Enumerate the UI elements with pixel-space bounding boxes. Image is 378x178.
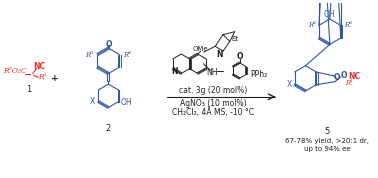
Text: N: N — [216, 49, 222, 59]
Text: 67-78% yield, >20:1 dr,: 67-78% yield, >20:1 dr, — [285, 138, 369, 144]
Text: Et: Et — [232, 36, 239, 43]
Text: 1: 1 — [26, 85, 31, 95]
Text: NH: NH — [206, 68, 218, 77]
Text: R¹: R¹ — [345, 79, 353, 87]
Text: R²O₂C: R²O₂C — [3, 67, 27, 75]
Text: +: + — [51, 74, 59, 83]
Text: OH: OH — [121, 98, 132, 107]
Text: OH: OH — [324, 10, 336, 19]
Text: PPh₂: PPh₂ — [250, 70, 267, 79]
Text: R¹: R¹ — [38, 73, 47, 81]
Text: R³: R³ — [85, 51, 94, 59]
Text: cat. 3g (20 mol%): cat. 3g (20 mol%) — [179, 87, 248, 95]
Text: AgNO₃ (10 mol%): AgNO₃ (10 mol%) — [180, 99, 246, 108]
Text: NC: NC — [33, 62, 45, 71]
Text: R⁴: R⁴ — [344, 21, 352, 29]
Text: CH₂Cl₂, 4Å MS, -10 °C: CH₂Cl₂, 4Å MS, -10 °C — [172, 107, 254, 117]
Text: up to 94% ee: up to 94% ee — [304, 146, 350, 152]
Text: X: X — [90, 97, 95, 106]
Text: 2: 2 — [106, 124, 111, 133]
Text: O: O — [105, 40, 112, 49]
Text: O: O — [236, 53, 243, 61]
Text: O: O — [341, 71, 347, 80]
Text: N: N — [171, 67, 178, 76]
Text: O: O — [334, 73, 340, 82]
Text: X: X — [287, 80, 292, 89]
Text: 5: 5 — [324, 127, 330, 136]
Text: NC: NC — [349, 72, 361, 81]
Text: R⁴: R⁴ — [123, 51, 131, 59]
Text: OMe: OMe — [193, 46, 209, 52]
Text: R³: R³ — [308, 21, 316, 29]
